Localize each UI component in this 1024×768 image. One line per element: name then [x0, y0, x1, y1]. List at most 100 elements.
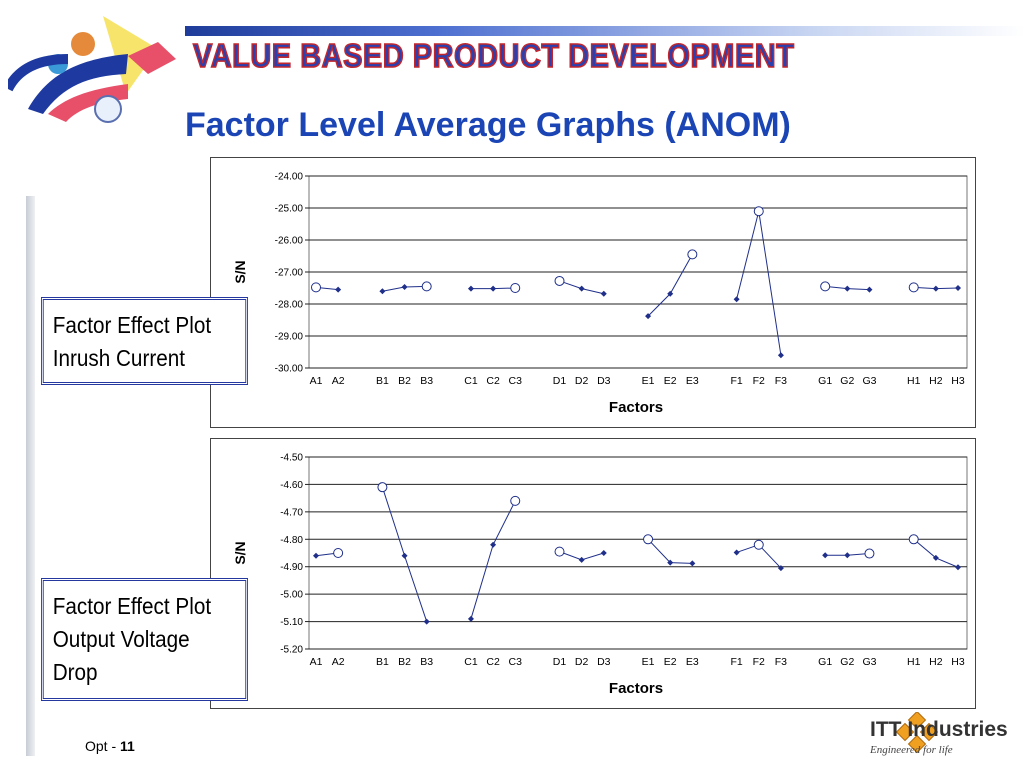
data-point [490, 541, 497, 548]
callout-line: Factor Effect Plot [52, 593, 212, 619]
data-point [379, 288, 386, 295]
x-tick-label: G3 [862, 375, 876, 387]
y-tick-label: -4.80 [280, 535, 303, 546]
data-point [423, 618, 430, 625]
data-point-open [864, 548, 875, 559]
y-axis-label: S/N [232, 541, 248, 564]
x-tick-label: G1 [818, 656, 832, 668]
y-tick-label: -28.00 [275, 300, 304, 311]
series-line-E [647, 254, 693, 317]
x-tick-label: E2 [664, 656, 677, 668]
callout-line: Inrush Current [52, 345, 186, 371]
chart-inrush-current: -24.00 -25.00 -26.00 -27.00 -28.00 -29.00 -30.… [210, 157, 976, 428]
data-point [932, 554, 939, 561]
y-axis-label: S/N [232, 260, 248, 283]
x-tick-label: C2 [486, 656, 500, 668]
data-point [401, 284, 408, 291]
chart-output-voltage-drop: -4.50 -4.60 -4.70 -4.80 -4.90 -5.00 -5.10 -5.20… [210, 438, 976, 709]
data-point-open [554, 546, 565, 557]
data-point [866, 286, 873, 293]
x-tick-label: G3 [862, 656, 876, 668]
x-tick-label: B1 [376, 375, 389, 387]
x-tick-label: E3 [686, 656, 699, 668]
data-point [578, 556, 585, 563]
series-line-C [470, 500, 516, 619]
data-point-open [687, 249, 698, 260]
x-tick-label: H2 [929, 375, 943, 387]
y-tick-label: -5.20 [280, 645, 303, 656]
data-point-open [510, 495, 521, 506]
x-tick-label: D2 [575, 656, 589, 668]
y-tick-label: -4.70 [280, 507, 303, 518]
x-axis-label: Factors [609, 680, 663, 697]
x-tick-label: B2 [398, 375, 411, 387]
data-point-open [333, 548, 344, 558]
x-tick-label: H1 [907, 375, 921, 387]
data-point [667, 290, 674, 297]
data-point [844, 552, 851, 559]
data-point [667, 559, 674, 566]
y-tick-label: -26.00 [275, 236, 304, 247]
y-tick-label: -27.00 [275, 268, 304, 279]
x-tick-label: A2 [332, 375, 345, 387]
x-tick-label: H3 [951, 375, 965, 387]
x-tick-label: C3 [509, 375, 523, 387]
data-point-open [377, 482, 388, 493]
x-tick-label: G2 [840, 375, 854, 387]
itt-diamond-icon [895, 712, 939, 754]
data-point [689, 560, 696, 567]
x-tick-label: B3 [420, 656, 433, 668]
banner-title: VALUE BASED PRODUCT DEVELOPMENT [192, 37, 795, 75]
callout-output-voltage-drop: Factor Effect Plot Output Voltage Drop [41, 578, 248, 701]
page-number: 11 [120, 738, 135, 754]
footer-prefix: Opt - [85, 738, 121, 754]
x-tick-label: D3 [597, 375, 611, 387]
data-point [777, 565, 784, 572]
x-tick-label: F3 [775, 375, 787, 387]
header-rule [185, 26, 1024, 36]
series-line-H [913, 538, 959, 568]
data-point [733, 549, 740, 556]
y-tick-label: -4.50 [280, 453, 303, 464]
data-point [733, 296, 740, 303]
x-tick-label: D1 [553, 656, 567, 668]
data-point-open [643, 534, 654, 545]
x-tick-label: H1 [907, 656, 921, 668]
x-tick-label: A2 [332, 656, 345, 668]
y-tick-label: -24.00 [275, 172, 304, 183]
series-line-F [736, 211, 782, 356]
data-point [955, 564, 961, 571]
x-tick-label: F2 [753, 656, 765, 668]
x-tick-label: C3 [509, 656, 523, 668]
x-tick-label: F1 [730, 656, 742, 668]
callout-inrush-current: Factor Effect Plot Inrush Current [41, 297, 248, 385]
data-point [645, 313, 652, 320]
y-tick-label: -4.60 [280, 480, 303, 491]
y-tick-label: -25.00 [275, 204, 304, 215]
x-tick-label: A1 [310, 375, 323, 387]
data-point-open [820, 281, 831, 292]
data-point-open [554, 275, 565, 286]
x-tick-label: E2 [664, 375, 677, 387]
x-tick-label: D2 [575, 375, 589, 387]
x-tick-label: F3 [775, 656, 787, 668]
data-point [490, 285, 497, 292]
callout-line: Factor Effect Plot [52, 312, 212, 338]
data-point [955, 285, 961, 291]
x-tick-label: G2 [840, 656, 854, 668]
x-tick-label: B2 [398, 656, 411, 668]
x-tick-label: D3 [597, 656, 611, 668]
data-point-open [311, 282, 321, 293]
page-title: Factor Level Average Graphs (ANOM) [185, 106, 791, 144]
data-point-open [753, 206, 764, 217]
y-tick-label: -5.10 [280, 617, 303, 628]
x-tick-label: D1 [553, 375, 567, 387]
y-tick-label: -30.00 [275, 364, 304, 375]
brand-tagline: Engineered for life [870, 744, 953, 756]
x-tick-label: B1 [376, 656, 389, 668]
x-tick-label: C2 [486, 375, 500, 387]
data-point [467, 285, 474, 292]
data-point [777, 352, 784, 359]
data-point [313, 552, 319, 559]
x-tick-label: C1 [464, 656, 478, 668]
